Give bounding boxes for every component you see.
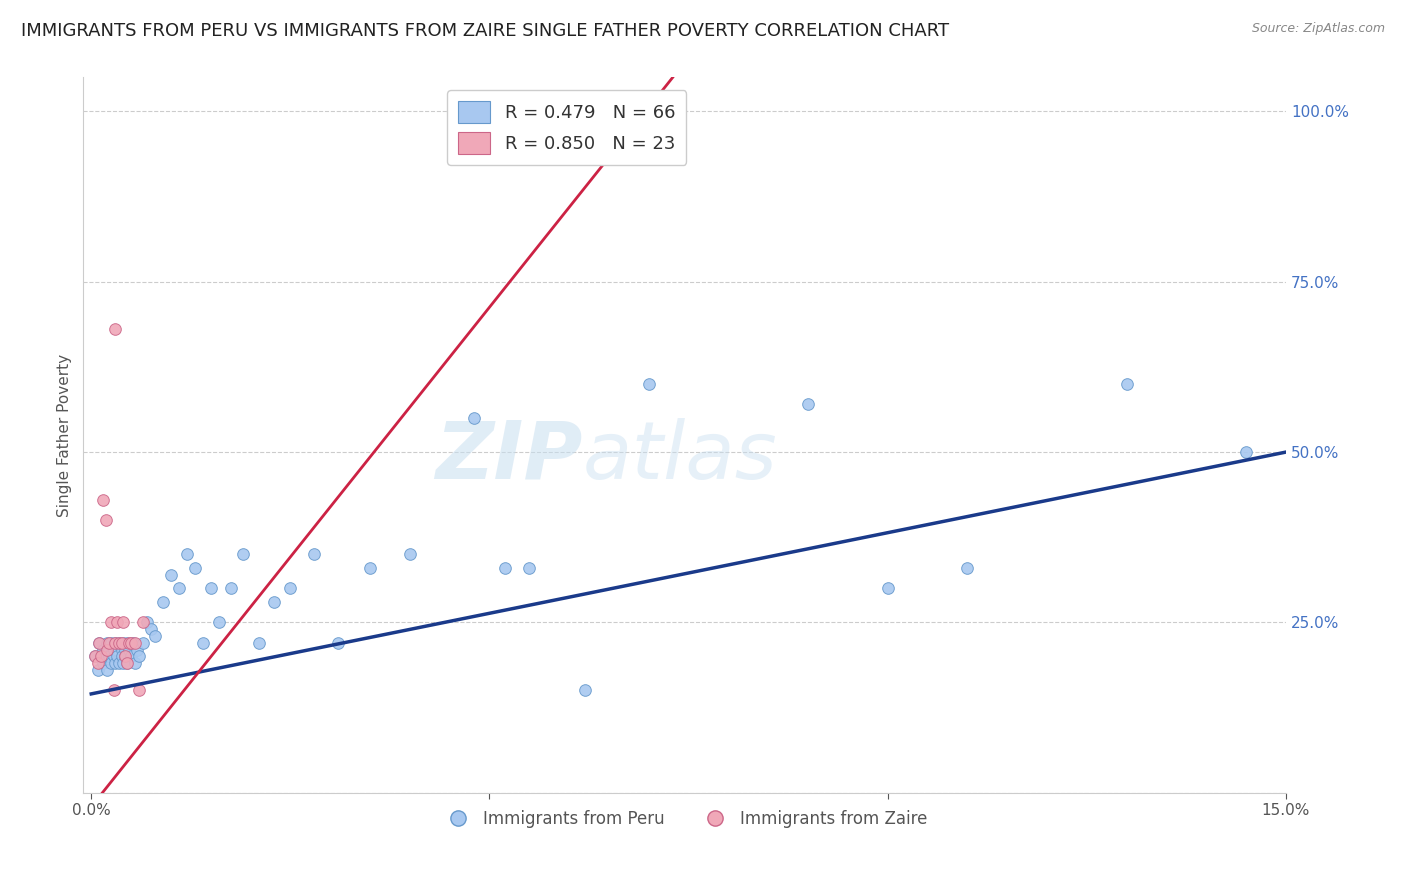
Point [108, 636, 131, 650]
Point [112, 636, 135, 650]
Point [219, 582, 242, 596]
Point [103, 649, 125, 664]
Point [89, 636, 111, 650]
Point [105, 615, 128, 630]
Text: Source: ZipAtlas.com: Source: ZipAtlas.com [1251, 22, 1385, 36]
Point [152, 595, 174, 609]
Point [1234, 445, 1257, 459]
Point [208, 615, 231, 630]
Point [139, 622, 162, 636]
Legend: Immigrants from Peru, Immigrants from Zaire: Immigrants from Peru, Immigrants from Za… [434, 803, 934, 834]
Point [94, 649, 117, 664]
Point [127, 642, 149, 657]
Point [232, 547, 254, 561]
Text: IMMIGRANTS FROM PERU VS IMMIGRANTS FROM ZAIRE SINGLE FATHER POVERTY CORRELATION : IMMIGRANTS FROM PERU VS IMMIGRANTS FROM … [21, 22, 949, 40]
Point [637, 376, 659, 391]
Text: atlas: atlas [582, 417, 778, 495]
Point [90, 649, 112, 664]
Point [797, 397, 820, 411]
Point [167, 582, 190, 596]
Point [110, 636, 132, 650]
Point [100, 636, 122, 650]
Point [517, 561, 540, 575]
Point [128, 683, 150, 698]
Point [112, 657, 135, 671]
Point [956, 561, 979, 575]
Point [200, 582, 222, 596]
Point [103, 642, 125, 657]
Text: ZIP: ZIP [434, 417, 582, 495]
Point [91, 657, 114, 671]
Point [263, 595, 285, 609]
Point [120, 636, 142, 650]
Point [97, 636, 120, 650]
Point [104, 322, 127, 336]
Point [191, 636, 214, 650]
Point [104, 657, 127, 671]
Point [114, 649, 136, 664]
Point [84, 649, 107, 664]
Point [115, 657, 138, 671]
Point [114, 642, 136, 657]
Point [176, 547, 198, 561]
Point [105, 642, 128, 657]
Point [132, 615, 155, 630]
Point [97, 649, 120, 664]
Point [112, 615, 135, 630]
Point [398, 547, 420, 561]
Y-axis label: Single Father Poverty: Single Father Poverty [58, 353, 72, 516]
Point [89, 636, 111, 650]
Point [494, 561, 516, 575]
Point [574, 683, 596, 698]
Point [184, 561, 207, 575]
Point [94, 513, 117, 527]
Point [328, 636, 350, 650]
Point [104, 636, 127, 650]
Point [143, 629, 166, 643]
Point [280, 582, 302, 596]
Point [96, 642, 118, 657]
Point [124, 636, 146, 650]
Point [108, 657, 131, 671]
Point [84, 649, 107, 664]
Point [114, 649, 136, 664]
Point [136, 615, 159, 630]
Point [128, 649, 150, 664]
Point [90, 649, 112, 664]
Point [104, 636, 127, 650]
Point [105, 649, 128, 664]
Point [132, 636, 155, 650]
Point [359, 561, 381, 575]
Point [96, 636, 118, 650]
Point [110, 649, 132, 664]
Point [118, 636, 141, 650]
Point [120, 649, 142, 664]
Point [247, 636, 270, 650]
Point [304, 547, 326, 561]
Point [876, 582, 898, 596]
Point [86, 657, 108, 671]
Point [121, 636, 143, 650]
Point [91, 642, 114, 657]
Point [115, 636, 138, 650]
Point [1115, 376, 1137, 391]
Point [91, 492, 114, 507]
Point [115, 657, 138, 671]
Point [103, 683, 125, 698]
Point [118, 642, 141, 657]
Point [96, 663, 118, 677]
Point [108, 636, 131, 650]
Point [100, 657, 122, 671]
Point [124, 657, 146, 671]
Point [100, 615, 122, 630]
Point [160, 567, 183, 582]
Point [110, 642, 132, 657]
Point [86, 663, 108, 677]
Point [97, 642, 120, 657]
Point [463, 411, 485, 425]
